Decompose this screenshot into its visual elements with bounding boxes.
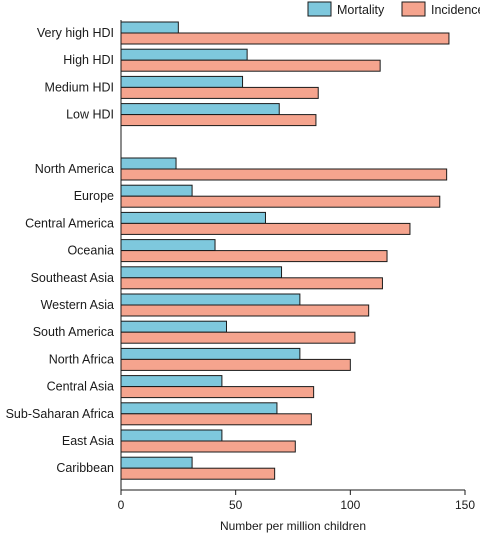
- legend: Mortality Incidence: [307, 1, 480, 17]
- bar-mortality: [120, 184, 193, 197]
- bar-mortality: [120, 239, 216, 252]
- x-ticks: 0 50 100 150: [118, 490, 475, 512]
- bar-incidence: [120, 250, 388, 263]
- category-label: Medium HDI: [45, 80, 114, 94]
- bar-incidence: [120, 304, 370, 317]
- bar-mortality: [120, 103, 280, 116]
- bar-incidence: [120, 413, 312, 426]
- category-label: Caribbean: [56, 461, 114, 475]
- category-label: Europe: [74, 189, 114, 203]
- bar-mortality: [120, 456, 193, 469]
- bar-incidence: [120, 358, 351, 371]
- category-label: North America: [35, 162, 114, 176]
- category-label: Central Asia: [47, 380, 114, 394]
- bar-mortality: [120, 21, 179, 34]
- category-label: North Africa: [49, 352, 114, 366]
- category-label: Very high HDI: [37, 26, 114, 40]
- category-label: Western Asia: [41, 298, 114, 312]
- category-label: South America: [33, 325, 114, 339]
- bar-incidence: [120, 277, 383, 290]
- category-label: Low HDI: [66, 108, 114, 122]
- category-label: Southeast Asia: [31, 271, 114, 285]
- category-label: Central America: [25, 216, 114, 230]
- bar-mortality: [120, 48, 248, 61]
- bar-incidence: [120, 440, 296, 453]
- x-axis-label: Number per million children: [220, 519, 366, 533]
- x-tick-label: 0: [118, 498, 125, 512]
- legend-swatch-mortality: [307, 1, 332, 17]
- category-label: East Asia: [62, 434, 114, 448]
- bar-mortality: [120, 293, 301, 306]
- bar-incidence: [120, 386, 315, 399]
- bar-incidence: [120, 467, 276, 480]
- category-label: Sub-Saharan Africa: [6, 407, 114, 421]
- bar-incidence: [120, 114, 317, 127]
- bar-incidence: [120, 195, 441, 208]
- x-tick-label: 50: [229, 498, 243, 512]
- category-label: High HDI: [63, 53, 114, 67]
- bar-incidence: [120, 331, 356, 344]
- bar-mortality: [120, 375, 223, 388]
- bar-incidence: [120, 32, 450, 45]
- bar-incidence: [120, 222, 411, 235]
- bar-mortality: [120, 320, 227, 333]
- bar-mortality: [120, 266, 283, 279]
- category-labels: Very high HDI High HDI Medium HDI Low HDI No…: [6, 26, 114, 475]
- bar-mortality: [120, 211, 266, 224]
- legend-label-incidence: Incidence: [431, 3, 480, 17]
- x-tick-label: 100: [340, 498, 360, 512]
- bar-mortality: [120, 75, 244, 88]
- category-label: Oceania: [67, 244, 114, 258]
- bar-mortality: [120, 429, 223, 442]
- bar-mortality: [120, 402, 278, 415]
- bar-incidence: [120, 59, 381, 72]
- bar-mortality: [120, 157, 177, 170]
- bar-incidence: [120, 168, 448, 181]
- legend-label-mortality: Mortality: [337, 3, 385, 17]
- bar-incidence: [120, 86, 319, 99]
- legend-swatch-incidence: [401, 1, 426, 17]
- bar-mortality: [120, 347, 301, 360]
- bars: [120, 21, 450, 480]
- x-tick-label: 150: [455, 498, 475, 512]
